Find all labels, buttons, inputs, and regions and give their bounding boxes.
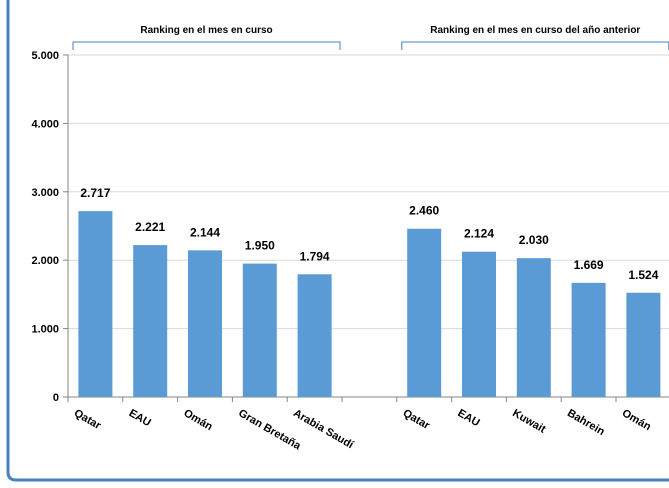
y-tick-label: 5.000 (31, 50, 59, 62)
data-label: 2.144 (190, 225, 220, 239)
chart-border (6, 0, 669, 482)
category-label: Omán (620, 407, 653, 433)
gridlines (68, 54, 669, 330)
data-label: 2.717 (80, 186, 110, 200)
group-label: Ranking en el mes en curso del año anter… (430, 25, 640, 36)
data-label: 1.950 (245, 239, 275, 253)
bar (626, 292, 661, 397)
data-label: 1.794 (300, 249, 330, 263)
category-label: Kuwait (510, 407, 548, 436)
y-tick-label: 2.000 (31, 255, 59, 267)
data-label: 1.524 (628, 268, 658, 282)
data-label: 2.460 (409, 204, 439, 218)
y-tick-label: 0 (53, 392, 59, 404)
category-label: Bahrein (565, 407, 607, 438)
category-label: Qatar (401, 407, 433, 432)
category-label: EAU (456, 407, 482, 429)
y-axis: 0 1.000 2.000 3.000 4.000 5.000 (31, 50, 669, 404)
data-label: 2.124 (464, 227, 494, 241)
y-tick-label: 4.000 (31, 118, 59, 130)
bar (188, 250, 222, 397)
group-brackets: Ranking en el mes en curso Ranking en el … (72, 25, 669, 50)
group-label: Ranking en el mes en curso (140, 25, 272, 36)
category-label: Qatar (72, 407, 104, 432)
y-tick-label: 3.000 (31, 187, 59, 199)
data-label: 2.030 (519, 233, 549, 247)
bar (516, 258, 551, 397)
bar (133, 245, 168, 397)
bars: 2.717 2.221 2.144 1.950 1.794 2.460 2.124 2.030… (78, 186, 661, 397)
y-tick-label: 1.000 (31, 324, 59, 336)
bar (407, 228, 442, 397)
bar (297, 274, 332, 397)
group-bracket (72, 41, 341, 50)
category-label: Omán (182, 407, 215, 433)
category-label: EAU (127, 407, 153, 429)
bar (242, 263, 277, 397)
data-label: 1.669 (574, 258, 604, 272)
bar (571, 282, 606, 397)
bar (462, 251, 496, 397)
data-label: 2.221 (135, 220, 165, 234)
bar (78, 211, 113, 397)
group-bracket (401, 41, 669, 50)
